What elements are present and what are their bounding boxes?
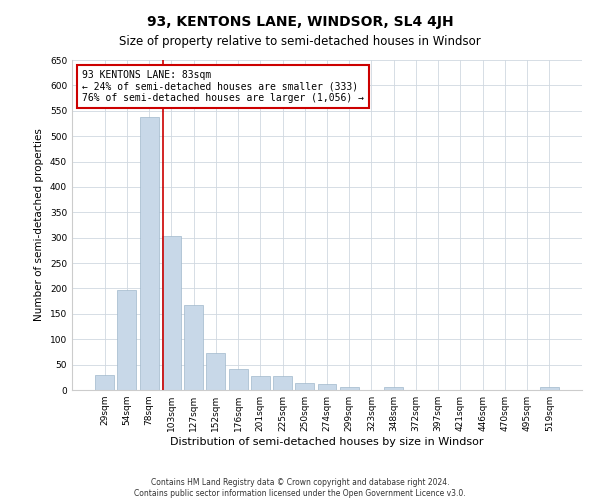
Bar xyxy=(140,118,158,390)
Bar xyxy=(273,376,292,390)
Text: 93, KENTONS LANE, WINDSOR, SL4 4JH: 93, KENTONS LANE, WINDSOR, SL4 4JH xyxy=(146,15,454,29)
Bar xyxy=(340,388,359,390)
Bar xyxy=(295,384,314,390)
Y-axis label: Number of semi-detached properties: Number of semi-detached properties xyxy=(34,128,44,322)
Bar xyxy=(384,388,403,390)
Bar xyxy=(184,304,203,390)
Bar xyxy=(118,290,136,390)
Bar xyxy=(162,236,181,390)
Bar xyxy=(95,375,114,390)
Bar xyxy=(206,354,225,390)
Text: Contains HM Land Registry data © Crown copyright and database right 2024.
Contai: Contains HM Land Registry data © Crown c… xyxy=(134,478,466,498)
Bar xyxy=(229,369,248,390)
Text: 93 KENTONS LANE: 83sqm
← 24% of semi-detached houses are smaller (333)
76% of se: 93 KENTONS LANE: 83sqm ← 24% of semi-det… xyxy=(82,70,364,103)
X-axis label: Distribution of semi-detached houses by size in Windsor: Distribution of semi-detached houses by … xyxy=(170,437,484,447)
Bar xyxy=(317,384,337,390)
Text: Size of property relative to semi-detached houses in Windsor: Size of property relative to semi-detach… xyxy=(119,35,481,48)
Bar xyxy=(540,388,559,390)
Bar xyxy=(251,376,270,390)
